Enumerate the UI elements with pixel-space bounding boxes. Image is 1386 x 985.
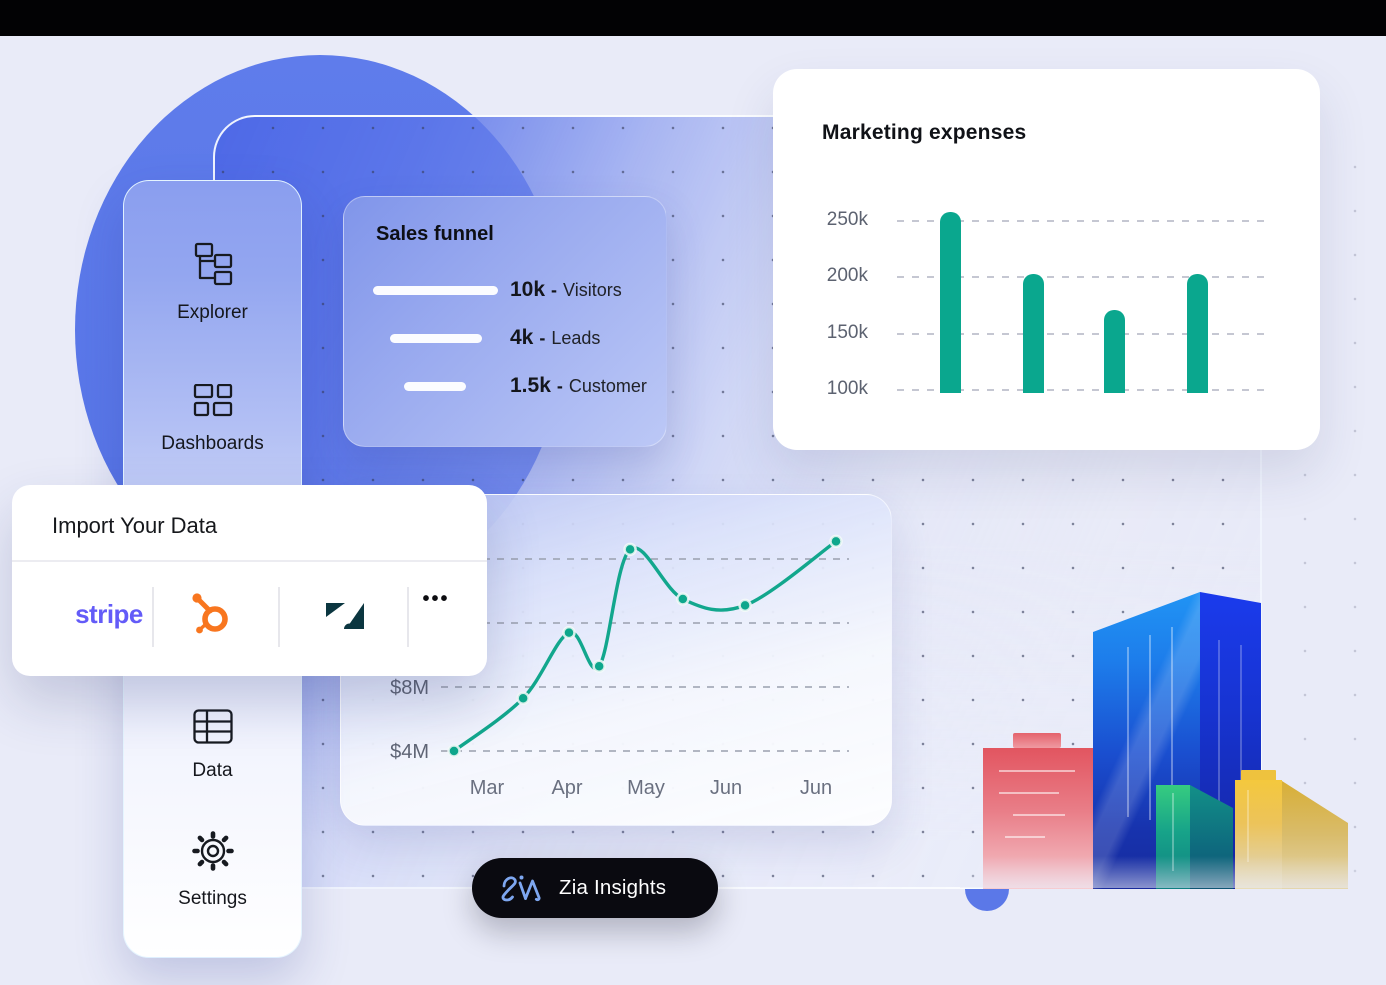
line-chart-point [676,592,690,606]
divider [12,560,487,562]
data-table-icon [192,709,233,744]
line-chart-point [623,542,637,557]
bar-chart-y-tick: 100k [826,378,868,399]
line-chart-point [592,659,606,673]
divider [152,587,154,647]
funnel-bar [390,334,482,343]
sidebar-item-label: Settings [178,888,247,909]
decorative-semicircle [965,889,1009,911]
divider [278,587,280,647]
import-data-title: Import Your Data [52,513,218,538]
zia-insights-button[interactable]: Zia Insights [472,858,718,918]
sidebar-item-label: Explorer [177,302,248,323]
yellow-building-front [1235,780,1282,889]
sales-funnel-title: Sales funnel [376,223,494,245]
zendesk-logo[interactable] [325,602,365,635]
funnel-row: 10k - Visitors [344,278,666,302]
red-building-cap [1013,733,1061,748]
stripe-logo[interactable]: stripe [75,599,143,629]
hubspot-logo[interactable] [186,590,236,645]
bar-chart-gridline [897,220,1270,222]
sidebar-item-label: Dashboards [161,433,264,454]
bar-chart-bar [1022,273,1044,393]
zia-insights-label: Zia Insights [559,876,667,899]
funnel-row: 4k - Leads [344,326,666,350]
sidebar-item-settings[interactable]: Settings [124,829,301,910]
funnel-value: 4k [510,326,534,349]
revenue-line-chart: $8M $4M Mar Apr May Jun Jun [390,534,849,799]
hubspot-sprocket-icon [192,593,228,634]
yellow-building-cap [1241,770,1276,781]
bar-chart-gridline [897,332,1270,335]
marketing-expenses-card: Marketing expenses 250k 200k 150k 100k [773,69,1320,450]
line-chart-x-label: Mar [470,777,505,799]
funnel-label: Customer [568,376,647,396]
bar-chart-y-tick: 250k [826,209,868,230]
funnel-row: 1.5k - Customer [344,374,666,398]
line-chart-point [738,598,752,613]
line-chart-x-label: Jun [710,777,742,799]
sidebar-item-explorer[interactable]: Explorer [124,241,301,324]
top-black-bar [0,0,1386,36]
zia-logo-icon [501,875,541,902]
funnel-bar [404,382,466,391]
line-chart-x-label: May [627,777,665,799]
line-chart-point [516,691,530,705]
line-chart-point [447,744,461,758]
divider [407,587,409,647]
line-chart-point [829,534,843,549]
sidebar-item-data[interactable]: Data [124,709,301,782]
bar-chart-bar [939,211,961,393]
line-chart-x-label: Jun [800,777,832,799]
line-chart-x-label: Apr [551,777,582,799]
bar-chart-bar [1186,273,1208,393]
bar-chart-gridline [897,276,1270,279]
sidebar-item-label: Data [192,760,233,781]
bar-chart-y-tick: 200k [826,265,868,287]
funnel-separator: - [539,328,546,348]
zendesk-mark-icon [326,603,364,629]
line-chart-series [452,539,838,753]
line-chart-y-tick: $4M [390,741,429,763]
funnel-label: Visitors [563,280,622,300]
dashboards-grid-icon [193,384,232,417]
green-building-front [1156,785,1190,889]
import-data-card: Import Your Data stripe ••• [12,485,487,676]
marketing-expenses-title: Marketing expenses [822,121,1027,144]
bar-chart-gridline [897,389,1270,391]
red-building [983,748,1093,889]
funnel-value: 1.5k [510,374,551,397]
sidebar-item-dashboards[interactable]: Dashboards [124,384,301,455]
line-chart-y-tick: $8M [390,677,429,699]
sales-funnel-card: Sales funnel 10k - Visitors 4k - Leads 1.5k -… [343,196,667,447]
funnel-separator: - [556,376,563,396]
funnel-label: Leads [551,328,601,348]
more-integrations-button[interactable]: ••• [422,588,450,610]
funnel-separator: - [551,280,558,300]
explorer-tree-icon [194,242,232,286]
settings-gear-icon [191,831,234,871]
funnel-bar [373,286,498,295]
bar-chart-bar [1103,310,1125,393]
bar-chart-y-tick: 150k [826,321,868,343]
line-chart-point [562,625,576,640]
funnel-value: 10k [510,278,546,301]
